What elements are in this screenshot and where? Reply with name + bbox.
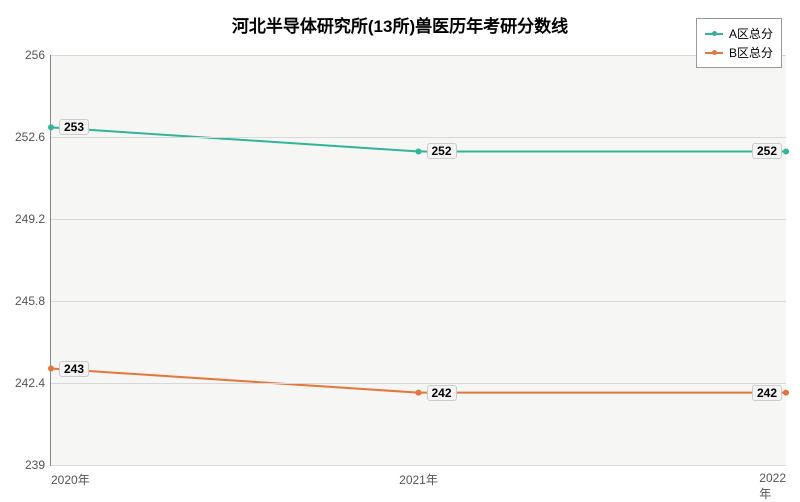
legend-swatch (705, 52, 723, 54)
chart-title: 河北半导体研究所(13所)兽医历年考研分数线 (0, 12, 800, 37)
data-label: 242 (752, 385, 782, 401)
series-marker (48, 124, 54, 130)
series-marker (783, 390, 789, 396)
legend-marker (712, 31, 717, 36)
chart-container: 河北半导体研究所(13所)兽医历年考研分数线 239242.4245.8249.… (0, 0, 800, 500)
y-tick-label: 252.6 (15, 130, 45, 144)
legend-label: B区总分 (729, 44, 773, 61)
x-tick-label: 2020年 (51, 471, 90, 488)
series-line (51, 127, 786, 151)
data-label: 253 (59, 119, 89, 135)
data-label: 252 (752, 143, 782, 159)
y-tick-label: 239 (25, 458, 45, 472)
x-tick-label: 2022年 (759, 471, 786, 502)
series-marker (48, 366, 54, 372)
legend-swatch (705, 33, 723, 35)
y-tick-label: 242.4 (15, 376, 45, 390)
legend-label: A区总分 (729, 25, 773, 42)
legend-marker (712, 50, 717, 55)
plot-area: 239242.4245.8249.2252.62562020年2021年2022… (50, 55, 786, 466)
series-marker (783, 148, 789, 154)
gridline (51, 219, 786, 220)
series-line (51, 369, 786, 393)
plot-svg (51, 55, 786, 465)
gridline (51, 55, 786, 56)
gridline (51, 137, 786, 138)
series-marker (416, 390, 422, 396)
gridline (51, 383, 786, 384)
legend: A区总分 B区总分 (696, 18, 782, 68)
data-label: 243 (59, 361, 89, 377)
x-tick-label: 2021年 (399, 471, 438, 488)
y-tick-label: 256 (25, 48, 45, 62)
gridline (51, 301, 786, 302)
series-marker (416, 148, 422, 154)
legend-item: A区总分 (705, 25, 773, 42)
data-label: 252 (427, 143, 457, 159)
legend-item: B区总分 (705, 44, 773, 61)
y-tick-label: 245.8 (15, 294, 45, 308)
data-label: 242 (427, 385, 457, 401)
gridline (51, 465, 786, 466)
y-tick-label: 249.2 (15, 212, 45, 226)
